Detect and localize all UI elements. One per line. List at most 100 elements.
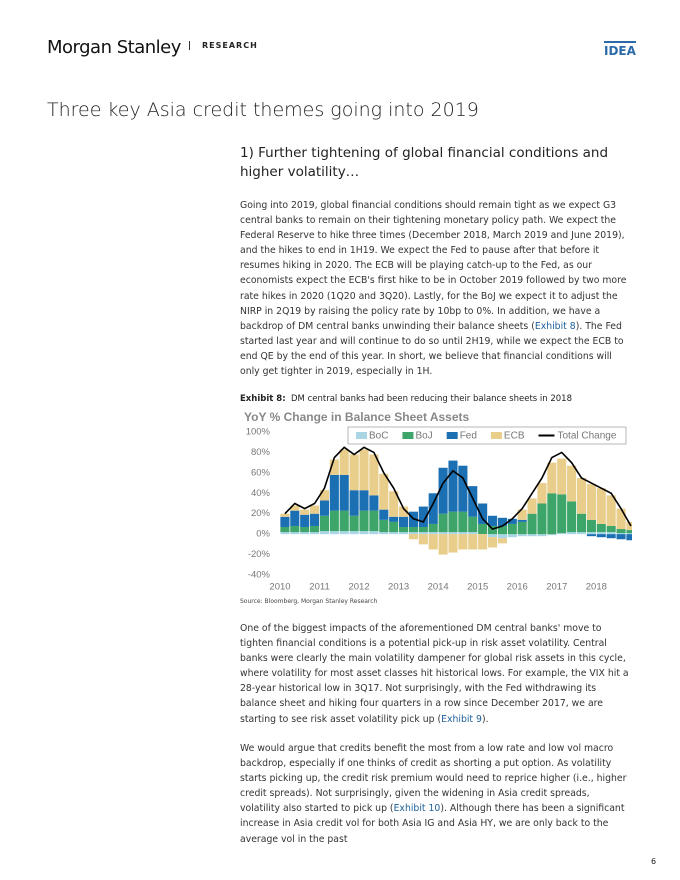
bar-segment [280,516,290,527]
bar-segment [438,532,448,535]
x-tick-label: 2011 [309,582,329,593]
x-tick-label: 2013 [388,582,409,593]
bar-segment [310,513,320,526]
chart: YoY % Change in Balance Sheet Assets 100%… [244,410,632,593]
bar-segment [359,449,369,491]
bar-segment [586,532,596,535]
legend-label: ECB [504,431,525,442]
bar-segment [408,534,418,540]
bar-segment [626,533,632,535]
bar-segment [339,510,349,532]
bar-segment [448,460,458,512]
exhibit-link[interactable]: Exhibit 9 [441,713,482,725]
bar-segment [626,534,632,541]
y-tick-label: -40% [248,570,271,581]
bar-segment [319,515,330,532]
bar-segment [478,534,488,550]
bar-segment [626,521,632,531]
bar-segment [280,526,290,533]
bar-segment [310,505,320,514]
legend-label: BoC [369,431,388,442]
bar-segment [389,532,399,535]
bar-segment [389,521,399,533]
y-tick-label: -20% [248,549,271,560]
bar-segment [517,534,527,537]
bar-segment [606,525,616,533]
bar-segment [596,532,606,535]
bar-segment [468,516,478,533]
bar-segment [596,523,606,533]
bar-segment [586,484,596,520]
legend-label: BoJ [415,431,432,442]
source: Source: Bloomberg, Morgan Stanley Resear… [240,598,378,605]
bar-segment [349,454,359,491]
bar-segment [616,508,626,530]
exhibit-caption: Exhibit 8: DM central banks had been red… [240,394,572,404]
bar-segment [606,534,616,539]
bar-segment [557,494,567,534]
bar-segment [557,533,567,535]
x-tick-label: 2018 [586,582,607,593]
legend-swatch [402,432,414,439]
bar-segment [527,513,537,535]
bar-segment [329,459,339,475]
bar-segment [428,523,438,533]
bar-segment [596,534,606,538]
bar-segment [576,477,587,514]
bar-segment [319,531,330,535]
bar-segment [438,513,448,533]
bar-segment [389,491,399,517]
bar-segment [319,490,330,501]
text-run: One of the biggest impacts of the aforem… [240,623,629,725]
bar-segment [319,500,330,516]
bar-segment [616,533,626,535]
bar-segment [290,525,300,533]
page-title: Three key Asia credit themes going into … [47,99,479,121]
bar-segment [399,516,409,527]
bar-segment [418,532,428,535]
bar-segment [468,532,478,535]
bar-segment [369,510,379,532]
bar-segment [389,516,399,522]
bar-segment [606,532,616,535]
paragraph: We would argue that credits benefit the … [240,741,632,847]
x-tick-label: 2016 [507,582,528,593]
page-number: 6 [651,857,657,866]
legend-swatch [446,432,458,439]
bar-segment [586,519,596,533]
exhibit-link[interactable]: Exhibit 8 [534,320,576,332]
bar-segment [369,495,379,511]
bar-segment [399,506,409,517]
x-tick-label: 2010 [269,582,290,593]
text-run: ). [481,713,489,725]
bar-segment [448,532,458,535]
idea-tag: IDEA [604,41,636,58]
bar-segment [329,531,339,535]
bar-segment [557,458,567,495]
text-run: Going into 2019, global financial condit… [240,200,627,332]
bar-segment [487,534,498,538]
bar-segment [280,532,290,535]
bar-segment [468,534,478,550]
bar-segment [310,525,320,533]
x-tick-label: 2015 [467,582,488,593]
bar-segment [349,531,359,535]
exhibit-label: Exhibit 8: [240,394,286,404]
brand: Morgan Stanley [47,37,181,58]
y-tick-label: 0% [256,529,270,540]
bar-segment [359,531,369,535]
bar-segment [507,518,517,524]
bar-segment [428,493,438,524]
bar-segment [458,534,468,550]
bar-segment [448,534,458,553]
x-tick-label: 2014 [428,582,449,593]
legend-label: Total Change [557,431,616,442]
exhibit-link[interactable]: Exhibit 10 [393,803,441,815]
bar-segment [586,534,596,537]
bar-segment [339,449,349,475]
bar-segment [339,474,349,511]
bar-segment [458,465,468,512]
exhibit-text: DM central banks had been reducing their… [291,394,572,404]
bar-segment [428,532,438,535]
bar-segment [408,526,418,533]
